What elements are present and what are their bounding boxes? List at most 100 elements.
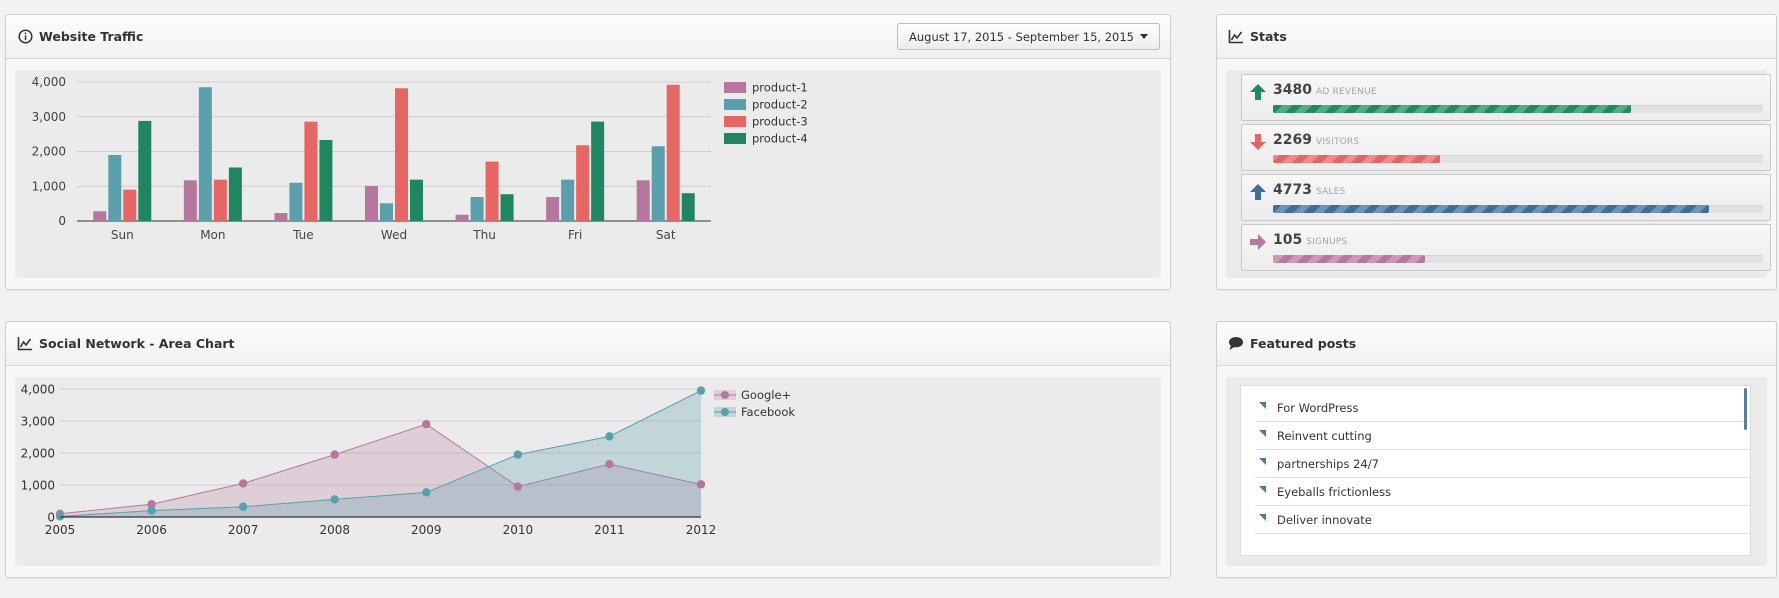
bar-product-3-thu[interactable] [485,161,499,221]
comment-icon [1227,335,1245,353]
point-facebook-2009[interactable] [422,488,431,497]
bar-product-3-tue[interactable] [304,121,318,221]
bar-product-3-wed[interactable] [395,88,408,221]
corner-triangle-icon [1259,514,1266,521]
bar-product-4-sun[interactable] [138,120,152,221]
social-network-panel: Social Network - Area Chart 0 1,000 2,000 3… [5,321,1171,578]
bar-product-2-sun[interactable] [108,154,122,221]
line-googleplus [59,423,702,515]
bar-product-4-mon[interactable] [228,167,242,221]
point-googleplus-2006[interactable] [147,500,156,509]
point-facebook-2008[interactable] [330,495,339,504]
line-facebook [59,390,702,517]
stat-label: SIGNUPS [1306,237,1348,247]
bar-product-1-wed[interactable] [365,185,378,221]
legend-label: product-4 [752,132,808,146]
featured-post-item[interactable]: Deliver innovate [1255,506,1750,534]
y-tick-label: 2,000 [32,145,66,159]
bar-product-1-fri[interactable] [546,197,560,221]
point-googleplus-2009[interactable] [422,420,431,429]
bar-product-3-fri[interactable] [576,145,590,221]
legend-label: product-2 [752,98,808,112]
point-facebook-2012[interactable] [696,386,706,395]
traffic-chart-area: 0 1,000 2,000 3,000 4,000 Sun Mon Tue Wed Thu Fri S… [15,70,1161,278]
bar-product-2-sat[interactable] [651,146,665,221]
x-tick-label: Sat [656,228,676,242]
corner-triangle-icon [1259,430,1266,437]
legend-swatch [724,82,746,93]
bar-product-2-fri[interactable] [561,179,575,221]
stat-value: 3480 AD REVENUE [1273,82,1377,98]
point-facebook-2011[interactable] [605,432,614,441]
progress-track [1273,255,1763,263]
bar-product-2-thu[interactable] [470,197,484,221]
y-tick-label: 2,000 [21,447,55,461]
bar-product-2-mon[interactable] [198,87,212,222]
featured-post-link[interactable]: Eyeballs frictionless [1277,484,1392,499]
stat-sales: 4773 SALES [1241,174,1771,221]
x-tick-label: Mon [200,228,225,242]
x-tick-label: Tue [292,228,314,242]
bar-product-1-sun[interactable] [93,211,107,221]
bar-product-1-mon[interactable] [183,180,197,221]
bar-product-3-mon[interactable] [213,179,227,221]
point-googleplus-2011[interactable] [605,460,614,469]
featured-post-item[interactable]: Eyeballs frictionless [1255,478,1750,506]
y-tick-label: 1,000 [21,479,55,493]
point-facebook-2005[interactable] [55,512,65,521]
bar-product-2-wed[interactable] [380,203,393,221]
featured-post-item[interactable]: Reinvent cutting [1255,422,1750,450]
featured-post-link[interactable]: Reinvent cutting [1277,428,1372,443]
stat-number: 2269 [1273,132,1312,148]
stat-number: 4773 [1273,182,1312,198]
featured-posts-list[interactable]: For WordPress Reinvent cutting partnership… [1240,385,1751,556]
point-googleplus-2008[interactable] [330,450,339,459]
y-tick-label: 4,000 [21,383,55,397]
panel-title: Social Network - Area Chart [39,336,235,351]
line-chart-icon [1227,28,1245,46]
panel-title: Featured posts [1250,336,1357,351]
date-range-button[interactable]: August 17, 2015 - September 15, 2015 [896,23,1160,50]
y-tick-label: 0 [58,214,66,228]
bar-product-3-sat[interactable] [666,84,680,221]
corner-triangle-icon [1259,486,1266,493]
stat-value: 2269 VISITORS [1273,132,1359,148]
point-googleplus-2007[interactable] [238,479,248,488]
point-googleplus-2010[interactable] [513,482,523,491]
featured-post-item[interactable]: For WordPress [1255,394,1750,422]
bar-product-1-tue[interactable] [274,213,288,221]
bar-product-4-sat[interactable] [681,193,695,221]
point-facebook-2006[interactable] [147,506,156,515]
featured-posts-panel: Featured posts For WordPress Reinvent cut… [1216,321,1777,578]
y-tick-label: 4,000 [32,75,66,89]
bar-product-2-tue[interactable] [289,182,303,221]
point-facebook-2010[interactable] [513,450,523,459]
scrollbar[interactable] [1744,388,1747,430]
point-googleplus-2012[interactable] [696,480,706,489]
featured-post-link[interactable]: For WordPress [1277,400,1359,415]
point-facebook-2007[interactable] [238,502,248,511]
panel-header: Website Traffic August 17, 2015 - Septem… [6,15,1170,59]
panel-header: Stats [1217,15,1776,59]
arrow-up-icon [1249,83,1267,101]
bar-product-1-sat[interactable] [636,180,650,221]
legend-swatch [724,99,746,110]
x-tick-label: Thu [472,228,496,242]
featured-post-item[interactable]: partnerships 24/7 [1255,450,1750,478]
stat-number: 3480 [1273,82,1312,98]
bar-product-4-wed[interactable] [410,179,423,221]
featured-post-link[interactable]: partnerships 24/7 [1277,456,1379,471]
arrow-up-icon [1249,183,1267,201]
featured-post-link[interactable]: Deliver innovate [1277,512,1372,527]
x-tick-label: 2009 [411,523,442,537]
caret-down-icon [1140,34,1148,39]
bar-product-4-thu[interactable] [500,194,514,221]
bar-product-1-thu[interactable] [455,214,469,221]
legend-marker [721,408,729,416]
panel-header: Social Network - Area Chart [6,322,1170,366]
bar-product-4-tue[interactable] [319,140,333,221]
bar-product-4-fri[interactable] [591,121,605,221]
line-chart-icon [16,335,34,353]
bar-product-3-sun[interactable] [123,189,137,221]
legend-swatch [724,133,746,144]
